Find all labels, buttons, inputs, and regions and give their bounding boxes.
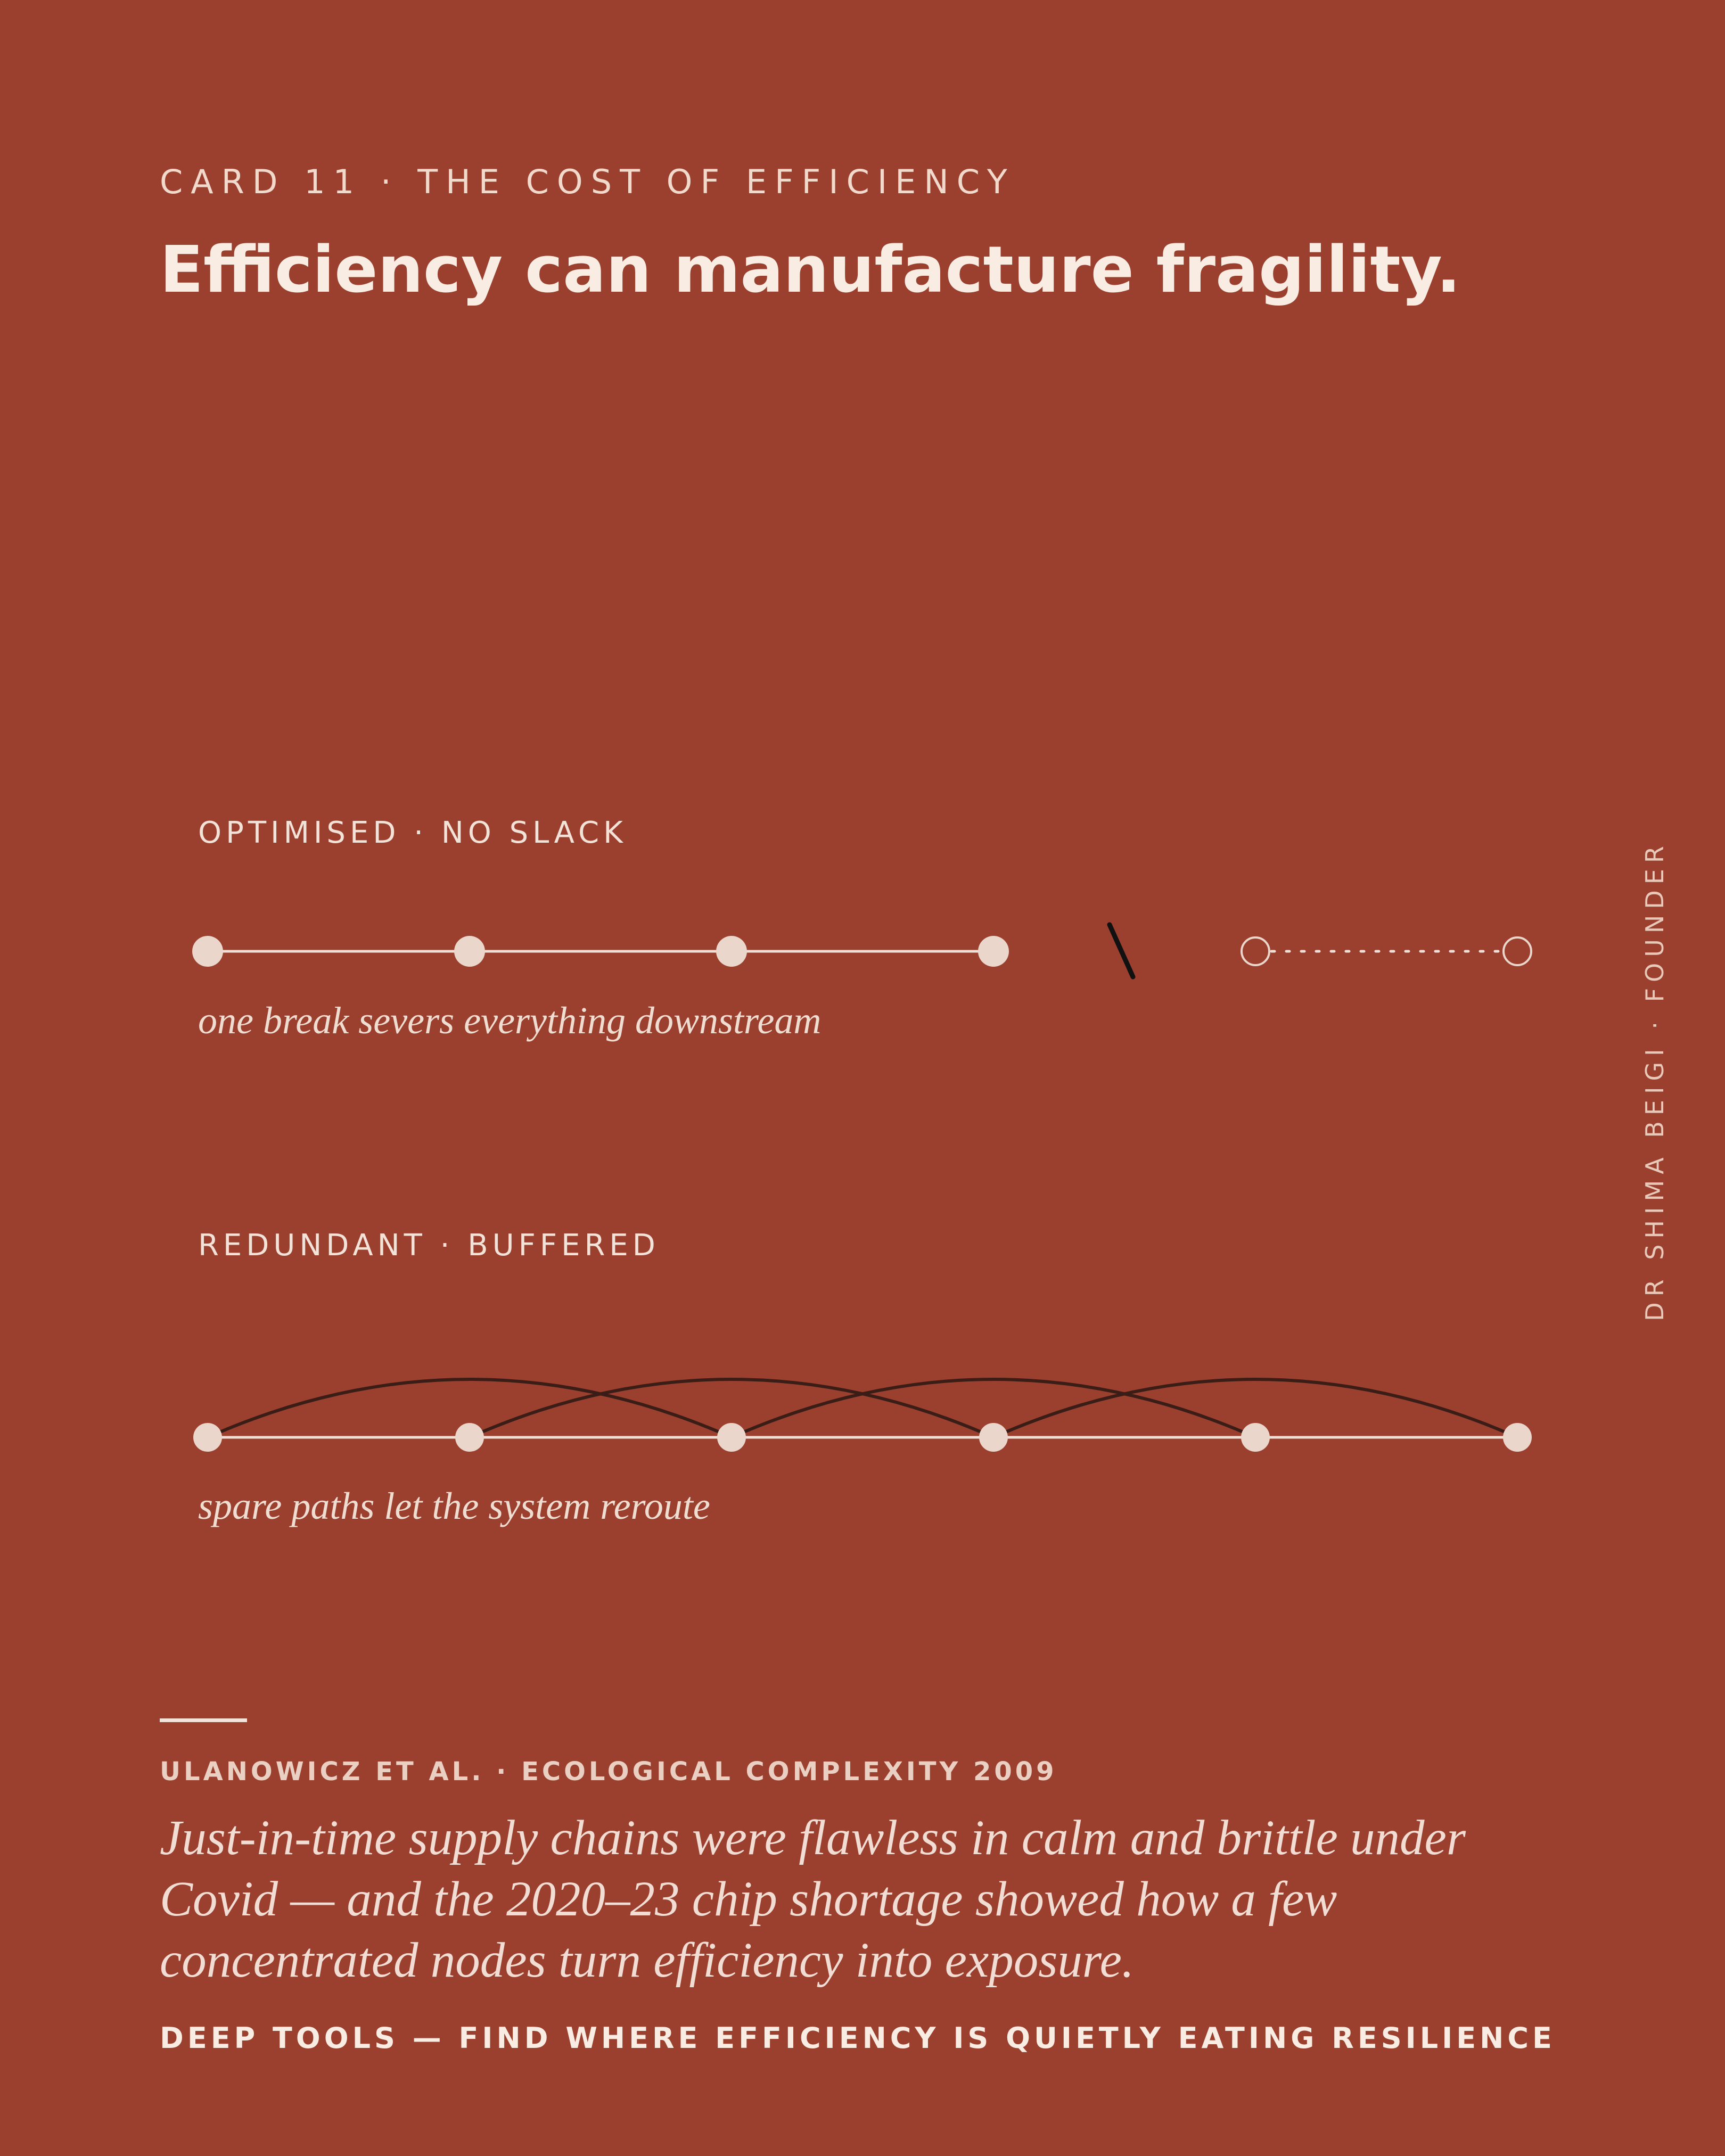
bypass-arc: [992, 1378, 1518, 1439]
headline: Efficiency can manufacture fragility.: [160, 233, 1461, 307]
bypass-arc: [730, 1378, 1256, 1439]
optimised-label: OPTIMISED · NO SLACK: [198, 816, 627, 850]
quote-text: Just-in-time supply chains were flawless…: [160, 1811, 1466, 1988]
redundant-caption: spare paths let the system reroute: [198, 1485, 710, 1527]
optimised-caption: one break severs everything downstream: [198, 999, 822, 1042]
bypass-arc: [207, 1378, 733, 1439]
card-eyebrow: CARD 11 · THE COST OF EFFICIENCY: [160, 162, 1015, 201]
bypass-arc: [469, 1378, 995, 1439]
network-node: [1241, 1423, 1270, 1452]
redundant-network: [193, 1378, 1532, 1452]
network-node: [1503, 1423, 1532, 1452]
break-mark: [1107, 922, 1136, 980]
divider-rule: [160, 1718, 247, 1722]
intact-node: [716, 936, 747, 967]
author-credit: DR SHIMA BEIGI · FOUNDER: [1640, 840, 1669, 1321]
intact-node: [192, 936, 223, 967]
network-node: [979, 1423, 1008, 1452]
network-node: [717, 1423, 746, 1452]
network-node: [455, 1423, 484, 1452]
optimised-chain: [192, 922, 1532, 980]
severed-node: [1241, 936, 1270, 966]
redundant-label: REDUNDANT · BUFFERED: [198, 1228, 660, 1263]
network-node: [193, 1423, 222, 1452]
intact-node: [454, 936, 485, 967]
source-citation: ULANOWICZ ET AL. · ECOLOGICAL COMPLEXITY…: [160, 1757, 1057, 1787]
tagline: DEEP TOOLS — FIND WHERE EFFICIENCY IS QU…: [160, 2021, 1556, 2055]
severed-node: [1502, 936, 1532, 966]
intact-node: [978, 936, 1009, 967]
